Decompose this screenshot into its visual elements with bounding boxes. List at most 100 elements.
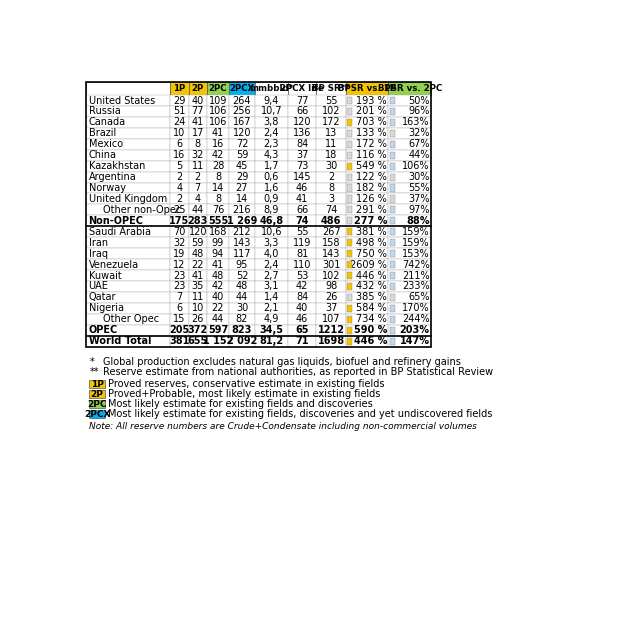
Bar	[388, 292, 431, 303]
Text: 2PC: 2PC	[209, 84, 227, 93]
Bar	[255, 281, 288, 292]
Text: 267: 267	[322, 227, 340, 237]
Bar	[207, 95, 229, 106]
Bar	[207, 117, 229, 128]
Bar	[86, 204, 170, 216]
Bar	[255, 161, 288, 172]
Bar	[207, 248, 229, 259]
Text: 74: 74	[295, 216, 308, 226]
Bar	[189, 292, 207, 303]
Bar	[288, 183, 316, 193]
Bar	[86, 226, 170, 237]
Bar	[316, 106, 346, 117]
Bar	[255, 292, 288, 303]
Text: 77: 77	[296, 95, 308, 106]
Text: 1 152: 1 152	[203, 336, 233, 346]
Text: 2PCX: 2PCX	[229, 84, 255, 93]
Text: 74: 74	[325, 205, 337, 215]
Text: Most likely estimate for existing fields and discoveries: Most likely estimate for existing fields…	[108, 399, 372, 410]
Bar	[316, 82, 346, 95]
Text: **: **	[90, 367, 99, 377]
Text: 8: 8	[215, 194, 221, 204]
Text: 158: 158	[322, 238, 340, 248]
Bar	[348, 283, 352, 290]
Bar	[390, 174, 395, 181]
Bar	[207, 303, 229, 313]
Text: 7: 7	[195, 183, 201, 193]
Text: 211%: 211%	[402, 270, 429, 281]
Text: 42: 42	[296, 281, 308, 291]
Bar	[388, 128, 431, 139]
Text: 30: 30	[236, 303, 248, 313]
Text: 117: 117	[233, 248, 252, 258]
Bar	[189, 183, 207, 193]
Text: 55: 55	[325, 95, 337, 106]
Bar	[388, 336, 431, 346]
Bar	[288, 95, 316, 106]
Text: Qatar: Qatar	[88, 293, 116, 302]
Bar	[288, 161, 316, 172]
Bar	[316, 226, 346, 237]
Bar	[388, 313, 431, 325]
Bar	[348, 228, 352, 235]
Bar	[288, 204, 316, 216]
Text: 10,7: 10,7	[260, 106, 282, 116]
Bar	[316, 183, 346, 193]
Text: 19: 19	[173, 248, 186, 258]
Text: 73: 73	[296, 161, 308, 171]
Bar	[170, 139, 189, 150]
Bar	[388, 259, 431, 270]
Bar	[229, 292, 255, 303]
Text: 277 %: 277 %	[353, 216, 387, 226]
Text: 4,3: 4,3	[264, 150, 279, 161]
Bar	[207, 150, 229, 161]
Bar	[388, 117, 431, 128]
Bar	[346, 270, 388, 281]
Bar	[316, 161, 346, 172]
Text: 2 092: 2 092	[227, 336, 257, 346]
Bar	[346, 325, 388, 336]
Text: 216: 216	[233, 205, 252, 215]
Bar	[86, 325, 170, 336]
Bar	[388, 237, 431, 248]
Text: 1698: 1698	[317, 336, 345, 346]
Bar	[207, 281, 229, 292]
Bar	[255, 216, 288, 226]
Text: 0,6: 0,6	[264, 172, 279, 182]
Bar	[170, 259, 189, 270]
Bar	[86, 82, 431, 346]
Text: Reserve estimate from national authorities, as reported in BP Statistical Review: Reserve estimate from national authoriti…	[103, 367, 493, 377]
Text: 66: 66	[296, 205, 308, 215]
Bar	[86, 193, 170, 204]
Text: 2PCX: 2PCX	[84, 410, 110, 419]
Text: 40: 40	[191, 95, 204, 106]
Text: 1 269: 1 269	[227, 216, 257, 226]
Bar	[207, 82, 229, 95]
Text: 14: 14	[236, 194, 248, 204]
Text: 136: 136	[293, 128, 311, 138]
Bar	[86, 216, 170, 226]
Text: 2P: 2P	[91, 390, 104, 399]
Bar	[346, 117, 388, 128]
Bar	[229, 204, 255, 216]
Text: 4: 4	[195, 194, 201, 204]
Text: 10: 10	[173, 128, 186, 138]
Text: Most likely estimate for existing fields, discoveries and yet undiscovered field: Most likely estimate for existing fields…	[108, 410, 492, 420]
Text: Canada: Canada	[88, 118, 125, 128]
Bar	[189, 193, 207, 204]
Bar	[255, 259, 288, 270]
Bar	[86, 336, 170, 346]
Text: BPSR vs. 2PC: BPSR vs. 2PC	[378, 84, 442, 93]
Text: 41: 41	[191, 118, 204, 128]
Bar	[390, 327, 395, 334]
Text: OPEC: OPEC	[88, 325, 118, 335]
Text: United Kingdom: United Kingdom	[88, 194, 167, 204]
Bar	[207, 193, 229, 204]
Bar	[86, 248, 170, 259]
Bar	[346, 216, 388, 226]
Bar	[348, 130, 352, 137]
Bar	[288, 193, 316, 204]
Text: 94: 94	[212, 248, 224, 258]
Text: 32: 32	[191, 150, 204, 161]
Bar	[348, 315, 352, 323]
